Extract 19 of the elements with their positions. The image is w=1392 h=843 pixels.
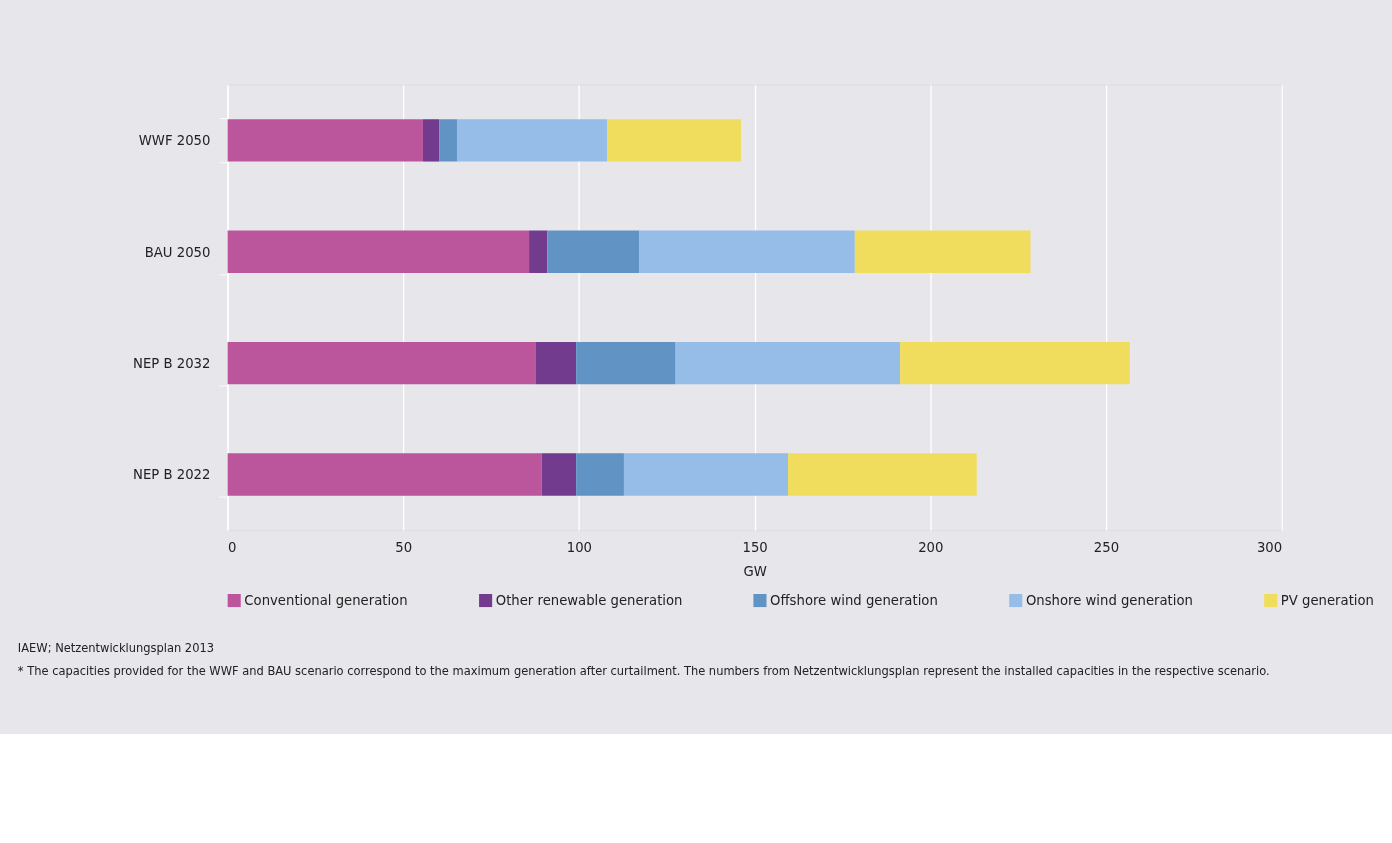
x-axis-title: GW: [743, 563, 767, 579]
y-tick-label: WWF 2050: [138, 133, 211, 149]
x-tick-label: 250: [1093, 539, 1120, 555]
x-tick-label: 50: [395, 539, 413, 555]
x-tick-label: 0: [228, 539, 237, 555]
x-tick-label: 150: [742, 539, 768, 555]
legend-label: Other renewable generation: [495, 592, 683, 608]
legend-label: Offshore wind generation: [770, 592, 938, 608]
text: * The capacities provided for the WWF and BAU scenario correspond to the maximum generation after curtailment. The numbers from Netzentwicklungsplan represent the installed capacities in the respective scenario.: [17, 663, 1270, 678]
y-tick-label: BAU 2050: [144, 244, 211, 260]
legend-label: Conventional generation: [244, 592, 408, 608]
x-tick-label: 300: [1256, 539, 1283, 555]
y-tick-label: NEP B 2022: [133, 467, 211, 483]
legend-label: PV generation: [1280, 592, 1374, 608]
text: IAEW; Netzentwicklungsplan 2013: [17, 640, 214, 655]
x-tick-label: 200: [918, 539, 944, 555]
legend-label: Onshore wind generation: [1025, 592, 1193, 608]
x-tick-label: 100: [566, 539, 593, 555]
y-tick-label: NEP B 2032: [133, 355, 211, 371]
